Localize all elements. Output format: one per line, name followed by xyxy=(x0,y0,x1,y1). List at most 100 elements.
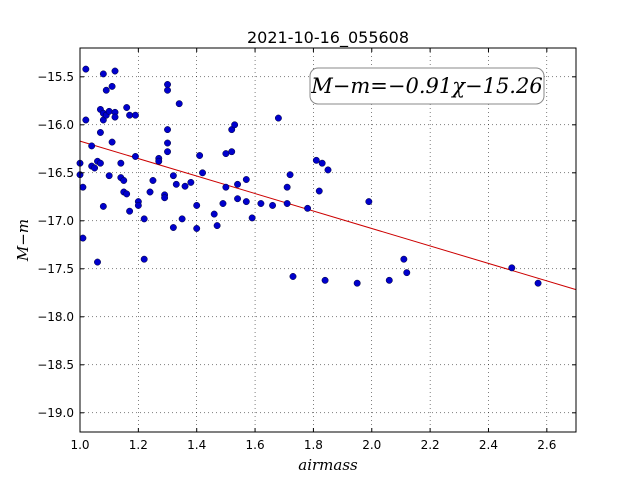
data-point xyxy=(231,121,239,129)
data-point xyxy=(108,138,116,146)
y-tick-label: −16.5 xyxy=(37,166,74,180)
data-point xyxy=(117,159,125,167)
x-axis-label: airmass xyxy=(298,456,358,474)
data-point xyxy=(131,111,139,119)
annotation-box xyxy=(309,67,545,105)
y-axis-label: M−m xyxy=(14,219,32,262)
data-point xyxy=(400,255,408,263)
y-tick-label: −17.0 xyxy=(37,214,74,228)
data-point xyxy=(140,215,148,223)
x-axis-ticks: 1.0 1.2 1.4 1.6 1.8 2.0 2.2 2.4 2.6 xyxy=(70,48,556,452)
data-point xyxy=(111,113,119,121)
data-point xyxy=(222,150,230,158)
data-point xyxy=(96,129,104,136)
data-point xyxy=(283,183,291,191)
data-point xyxy=(105,172,113,180)
data-point xyxy=(210,210,218,218)
data-point xyxy=(286,171,294,179)
data-point xyxy=(99,70,107,78)
data-point xyxy=(94,258,101,266)
x-tick-label: 1.6 xyxy=(246,438,265,452)
data-points xyxy=(76,65,542,287)
data-point xyxy=(96,159,104,167)
data-point xyxy=(242,198,250,206)
data-point xyxy=(222,183,230,191)
data-point xyxy=(164,86,171,94)
data-point xyxy=(193,201,201,209)
data-point xyxy=(365,198,373,206)
data-point xyxy=(181,182,189,190)
x-tick-label: 2.2 xyxy=(421,438,440,452)
data-point xyxy=(199,169,206,177)
fit-annotation: M−m=−0.91χ−15.26 xyxy=(309,67,545,105)
data-point xyxy=(321,276,329,284)
data-point xyxy=(324,166,332,174)
data-point xyxy=(82,65,90,73)
data-point xyxy=(315,187,323,195)
data-point xyxy=(120,177,128,184)
y-tick-label: −18.0 xyxy=(37,310,74,324)
y-tick-label: −17.5 xyxy=(37,262,74,276)
x-tick-label: 1.8 xyxy=(304,438,323,452)
data-point xyxy=(169,224,177,231)
data-point xyxy=(108,82,116,90)
data-point xyxy=(172,180,180,188)
data-point xyxy=(149,177,157,184)
data-point xyxy=(269,201,277,209)
data-point xyxy=(196,152,204,159)
data-point xyxy=(312,156,320,164)
data-point xyxy=(164,148,171,156)
data-point xyxy=(126,111,134,119)
fit-line xyxy=(79,140,577,291)
x-tick-label: 1.4 xyxy=(187,438,206,452)
y-tick-label: −19.0 xyxy=(37,406,74,420)
data-point xyxy=(318,159,326,167)
data-point xyxy=(304,204,312,212)
data-point xyxy=(105,107,113,115)
data-point xyxy=(175,100,183,108)
data-point xyxy=(164,139,171,147)
data-point xyxy=(102,86,110,94)
data-point xyxy=(140,255,148,263)
data-point xyxy=(403,269,411,277)
data-point xyxy=(234,195,242,203)
annotation-text: M−m=−0.91χ−15.26 xyxy=(310,74,542,98)
data-point xyxy=(257,200,265,207)
data-point xyxy=(283,200,291,207)
data-point xyxy=(178,215,186,223)
data-point xyxy=(155,157,163,165)
data-point xyxy=(385,276,393,284)
data-point xyxy=(248,214,256,222)
data-point xyxy=(187,178,195,186)
x-tick-label: 1.2 xyxy=(129,438,148,452)
plot-frame xyxy=(79,47,577,433)
chart-title: 2021-10-16_055608 xyxy=(247,28,409,48)
data-point xyxy=(353,279,361,287)
data-point xyxy=(79,183,87,191)
data-point xyxy=(111,67,119,75)
data-point xyxy=(274,114,282,122)
x-tick-label: 2.0 xyxy=(362,438,381,452)
data-point xyxy=(146,188,154,196)
data-point xyxy=(242,176,250,183)
data-point xyxy=(164,81,171,88)
data-point xyxy=(123,190,131,198)
data-point xyxy=(131,153,139,160)
data-point xyxy=(289,273,297,280)
data-point xyxy=(164,126,171,134)
x-tick-label: 2.6 xyxy=(537,438,556,452)
data-point xyxy=(193,225,201,232)
data-point xyxy=(79,234,87,242)
x-tick-label: 1.0 xyxy=(70,438,89,452)
y-tick-label: −18.5 xyxy=(37,358,74,372)
data-point xyxy=(228,148,236,156)
data-point xyxy=(534,279,542,287)
plot-area xyxy=(80,48,576,432)
data-point xyxy=(88,142,96,150)
data-point xyxy=(126,207,134,215)
y-axis-ticks: −15.5 −16.0 −16.5 −17.0 −17.5 −18.0 −18.5 −19.0 xyxy=(37,70,576,420)
data-point xyxy=(219,200,227,207)
data-point xyxy=(134,201,142,209)
x-tick-label: 2.4 xyxy=(479,438,498,452)
